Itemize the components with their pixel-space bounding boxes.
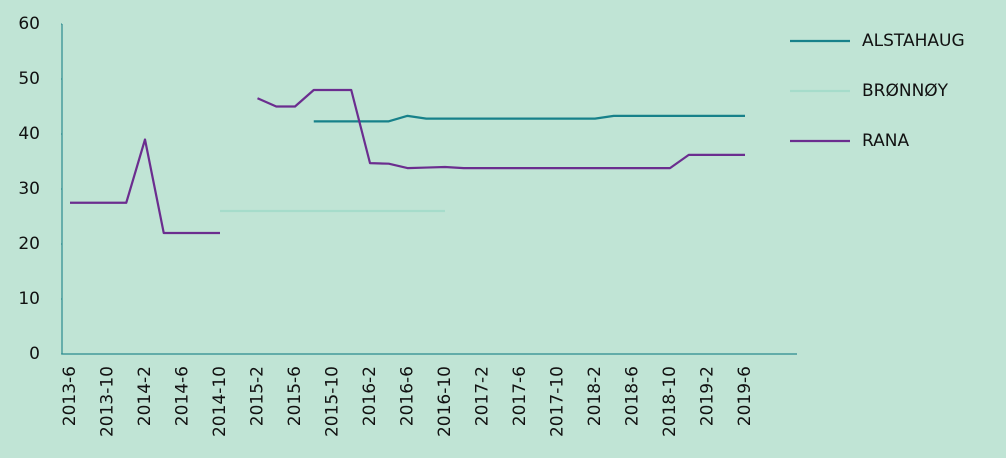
y-tick-label: 40 bbox=[18, 124, 40, 144]
x-tick-label: 2014-2 bbox=[135, 366, 155, 426]
x-tick-label: 2018-2 bbox=[585, 366, 605, 426]
y-tick-label: 60 bbox=[18, 14, 40, 34]
x-tick-label: 2019-2 bbox=[698, 366, 718, 426]
x-tick-label: 2016-6 bbox=[398, 366, 418, 426]
y-tick-label: 50 bbox=[18, 69, 40, 89]
series-line bbox=[313, 114, 745, 123]
x-tick-label: 2014-6 bbox=[173, 366, 193, 426]
x-tick-label: 2014-10 bbox=[210, 366, 230, 437]
x-tick-label: 2013-6 bbox=[60, 366, 80, 426]
x-tick-label: 2016-2 bbox=[360, 366, 380, 426]
y-tick-label: 10 bbox=[18, 289, 40, 309]
legend-label: BRØNNØY bbox=[862, 81, 949, 101]
legend-label: RANA bbox=[862, 131, 909, 151]
x-tick-label: 2018-10 bbox=[660, 366, 680, 437]
y-tick-label: 30 bbox=[18, 179, 40, 199]
x-tick-label: 2017-6 bbox=[510, 366, 530, 426]
x-tick-label: 2016-10 bbox=[435, 366, 455, 437]
x-tick-label: 2015-6 bbox=[285, 366, 305, 426]
series-line bbox=[70, 88, 745, 235]
x-tick-label: 2015-2 bbox=[248, 366, 268, 426]
x-tick-label: 2015-10 bbox=[323, 366, 343, 437]
x-tick-label: 2017-2 bbox=[473, 366, 493, 426]
x-tick-label: 2018-6 bbox=[623, 366, 643, 426]
x-tick-label: 2019-6 bbox=[735, 366, 755, 426]
x-tick-label: 2013-10 bbox=[98, 366, 118, 437]
y-tick-label: 20 bbox=[18, 234, 40, 254]
y-tick-label: 0 bbox=[29, 344, 40, 364]
x-tick-label: 2017-10 bbox=[548, 366, 568, 437]
legend-label: ALSTAHAUG bbox=[862, 31, 965, 51]
